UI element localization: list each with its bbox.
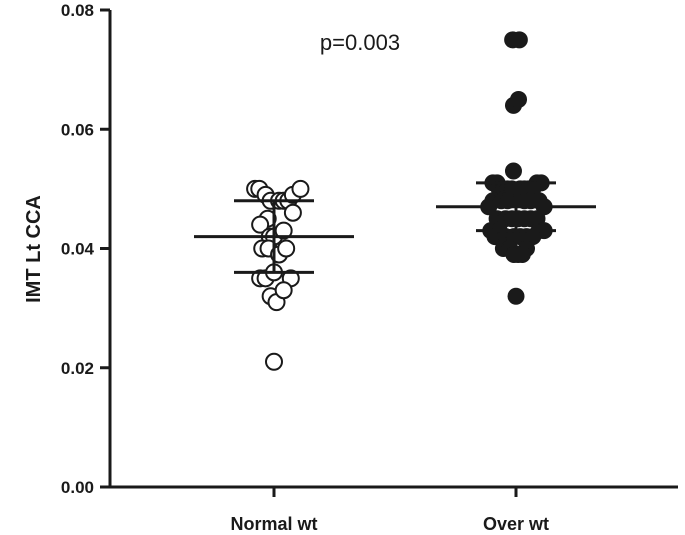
y-axis-title: IMT Lt CCA [23,195,45,303]
x-category-label: Normal wt [230,514,317,534]
data-point-open [274,221,293,240]
y-tick-label: 0.06 [61,120,94,139]
y-ticks: 0.00 0.02 0.04 0.06 0.08 [61,1,110,497]
data-point-filled [510,31,528,49]
data-point-filled [513,245,531,263]
y-tick-label: 0.00 [61,478,94,497]
x-ticks: Normal wt Over wt [230,487,549,534]
y-tick-label: 0.02 [61,359,94,378]
mean-sd-bars [194,181,596,274]
y-tick-label: 0.04 [61,240,95,259]
data-point-open [283,203,302,222]
data-point-open [265,352,283,371]
data-point-filled [510,90,528,108]
p-value-annotation: p=0.003 [320,30,400,55]
x-category-label: Over wt [483,514,549,534]
data-point-open [274,281,293,300]
data-point-open [277,239,296,258]
data-point-filled [507,287,525,305]
data-point-filled [504,162,522,180]
axes [108,10,678,489]
y-tick-label: 0.08 [61,1,94,20]
data-point-open [251,215,270,234]
data-point-open [291,179,310,198]
